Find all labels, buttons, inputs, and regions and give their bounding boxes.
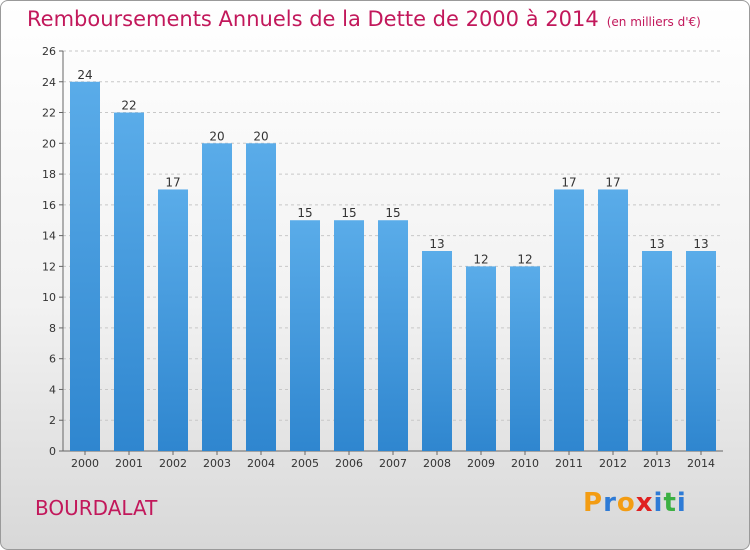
x-tick-label: 2005 (291, 457, 319, 470)
bar-value-label: 20 (253, 129, 268, 143)
x-tick-label: 2004 (247, 457, 275, 470)
y-tick-label: 2 (49, 414, 56, 427)
x-tick-label: 2011 (555, 457, 583, 470)
x-tick-label: 2013 (643, 457, 671, 470)
y-tick-label: 10 (42, 291, 56, 304)
x-tick-label: 2001 (115, 457, 143, 470)
bar-2000 (70, 81, 100, 452)
y-tick-label: 8 (49, 322, 56, 335)
logo-letter: i (676, 488, 687, 518)
y-tick-label: 4 (49, 383, 56, 396)
bar-2013 (642, 251, 672, 451)
chart-title-text: Remboursements Annuels de la Dette de 20… (27, 7, 599, 31)
bar-value-label: 12 (473, 252, 488, 266)
bar-2008 (422, 251, 452, 451)
x-tick-label: 2003 (203, 457, 231, 470)
bar-2001 (114, 112, 144, 452)
bar-2005 (290, 220, 320, 451)
x-tick-label: 2009 (467, 457, 495, 470)
bar-value-label: 15 (297, 206, 312, 220)
bar-value-label: 17 (605, 175, 620, 189)
chart-subtitle: (en milliers d'€) (606, 15, 701, 29)
bar-2002 (158, 189, 188, 451)
x-tick-label: 2002 (159, 457, 187, 470)
logo-letter: P (583, 488, 604, 518)
y-tick-label: 20 (42, 137, 56, 150)
bar-value-label: 12 (517, 252, 532, 266)
logo-letter: o (616, 488, 636, 518)
x-tick-label: 2012 (599, 457, 627, 470)
bar-2006 (334, 220, 364, 451)
bar-value-label: 13 (693, 237, 708, 251)
y-tick-label: 18 (42, 168, 56, 181)
bar-2014 (686, 251, 716, 451)
bar-2007 (378, 220, 408, 451)
commune-name: BOURDALAT (35, 496, 158, 520)
bar-2003 (202, 143, 232, 452)
bar-2010 (510, 266, 540, 451)
logo-letter: r (603, 488, 617, 518)
x-tick-label: 2007 (379, 457, 407, 470)
bar-value-label: 15 (341, 206, 356, 220)
bar-value-label: 22 (121, 99, 136, 113)
bar-value-label: 17 (165, 175, 180, 189)
bar-2012 (598, 189, 628, 451)
y-tick-label: 16 (42, 199, 56, 212)
bars (70, 81, 716, 452)
bar-value-label: 24 (77, 68, 92, 82)
y-tick-label: 6 (49, 353, 56, 366)
x-tick-label: 2010 (511, 457, 539, 470)
y-tick-label: 12 (42, 260, 56, 273)
logo-letter: i (653, 488, 664, 518)
bar-2004 (246, 143, 276, 452)
proxiti-logo: Proxiti (583, 488, 687, 518)
x-tick-label: 2008 (423, 457, 451, 470)
bar-2011 (554, 189, 584, 451)
labels: 0246810121416182022242624200022200117200… (42, 45, 715, 470)
x-tick-label: 2000 (71, 457, 99, 470)
x-tick-label: 2014 (687, 457, 715, 470)
bar-value-label: 20 (209, 129, 224, 143)
y-tick-label: 22 (42, 107, 56, 120)
y-tick-label: 0 (49, 445, 56, 458)
chart-title: Remboursements Annuels de la Dette de 20… (27, 7, 701, 31)
bar-value-label: 17 (561, 175, 576, 189)
bar-value-label: 13 (429, 237, 444, 251)
y-tick-label: 24 (42, 76, 56, 89)
x-tick-label: 2006 (335, 457, 363, 470)
bar-value-label: 13 (649, 237, 664, 251)
y-tick-label: 26 (42, 45, 56, 58)
bar-value-label: 15 (385, 206, 400, 220)
logo-letter: x (635, 488, 654, 518)
bar-2009 (466, 266, 496, 451)
logo-letter: t (663, 488, 677, 518)
y-tick-label: 14 (42, 230, 56, 243)
